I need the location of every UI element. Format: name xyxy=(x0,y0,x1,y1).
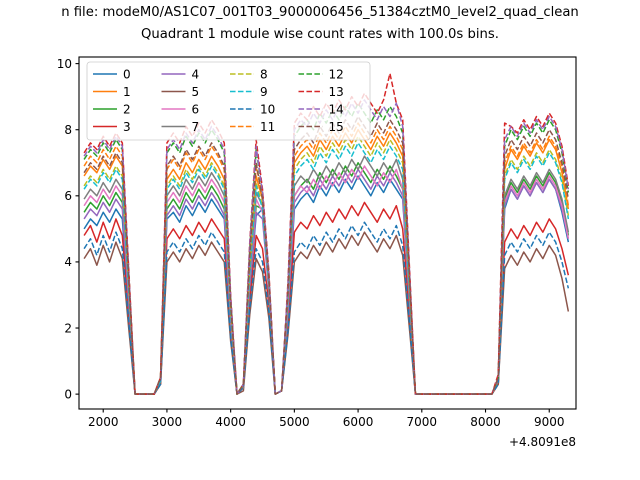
x-tick-label: 9000 xyxy=(534,415,565,429)
legend-label-13: 13 xyxy=(329,85,344,99)
legend-label-10: 10 xyxy=(260,102,275,116)
series-line-3 xyxy=(83,201,570,395)
y-tick-label: 4 xyxy=(64,255,72,269)
y-tick-label: 8 xyxy=(64,123,72,137)
axes-frame xyxy=(78,56,577,410)
legend-label-2: 2 xyxy=(123,102,131,116)
x-tick-label: 4000 xyxy=(215,415,246,429)
y-tick-label: 0 xyxy=(64,387,72,401)
legend-label-12: 12 xyxy=(329,67,344,81)
x-tick-label: 2000 xyxy=(88,415,119,429)
axes-title: Quadrant 1 module wise count rates with … xyxy=(141,27,499,42)
x-axis-offset-label: +4.8091e8 xyxy=(509,435,576,449)
x-tick-label: 6000 xyxy=(343,415,374,429)
legend-label-1: 1 xyxy=(123,85,131,99)
series-line-7 xyxy=(83,155,570,395)
legend-label-9: 9 xyxy=(260,85,268,99)
legend-label-15: 15 xyxy=(329,120,344,134)
y-tick-label: 10 xyxy=(57,57,72,71)
x-tick-label: 8000 xyxy=(470,415,501,429)
series-line-14 xyxy=(83,99,570,395)
legend-label-8: 8 xyxy=(260,67,268,81)
y-tick-label: 6 xyxy=(64,189,72,203)
legend-label-5: 5 xyxy=(192,85,200,99)
series-line-2 xyxy=(83,162,570,395)
legend-label-3: 3 xyxy=(123,120,131,134)
series-line-6 xyxy=(83,165,570,395)
legend-label-14: 14 xyxy=(329,102,344,116)
x-tick-label: 5000 xyxy=(279,415,310,429)
x-tick-label: 3000 xyxy=(152,415,183,429)
legend-label-0: 0 xyxy=(123,67,131,81)
series-line-12 xyxy=(83,102,570,395)
figure-suptitle: n file: modeM0/AS1C07_001T03_9000006456_… xyxy=(61,5,579,20)
x-tick-label: 7000 xyxy=(407,415,438,429)
series-line-1 xyxy=(83,128,570,395)
legend-label-7: 7 xyxy=(192,120,200,134)
series-line-15 xyxy=(83,115,570,395)
legend-label-6: 6 xyxy=(192,102,200,116)
series-line-0 xyxy=(83,175,570,395)
series-line-10 xyxy=(83,221,570,395)
y-tick-label: 2 xyxy=(64,321,72,335)
data-lines xyxy=(83,72,570,395)
series-line-4 xyxy=(83,168,570,395)
legend-label-11: 11 xyxy=(260,120,275,134)
series-line-9 xyxy=(83,142,570,395)
series-line-8 xyxy=(83,135,570,395)
series-line-11 xyxy=(83,122,570,395)
legend-label-4: 4 xyxy=(192,67,200,81)
legend-box xyxy=(86,61,371,141)
series-line-5 xyxy=(83,231,570,395)
